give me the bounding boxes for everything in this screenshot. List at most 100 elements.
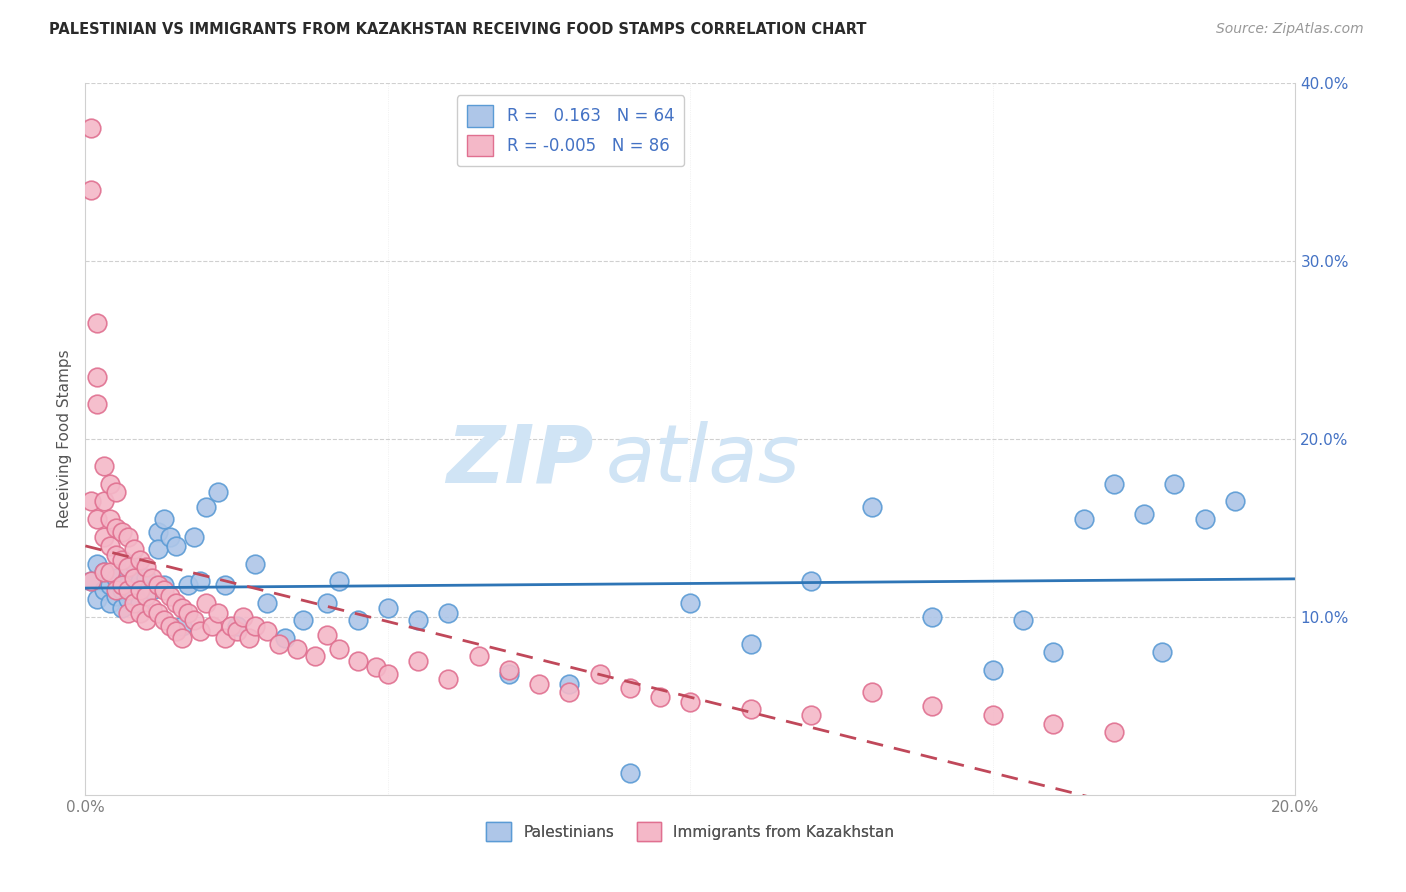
Point xyxy=(117,530,139,544)
Point xyxy=(117,583,139,598)
Point xyxy=(183,530,205,544)
Point xyxy=(1012,614,1035,628)
Point xyxy=(981,663,1004,677)
Point xyxy=(285,641,308,656)
Point xyxy=(740,702,762,716)
Point xyxy=(122,596,145,610)
Point xyxy=(650,690,672,704)
Point xyxy=(860,684,883,698)
Point xyxy=(214,578,236,592)
Point xyxy=(153,578,176,592)
Point xyxy=(1223,494,1246,508)
Point xyxy=(177,607,200,621)
Point xyxy=(377,601,399,615)
Point xyxy=(98,512,121,526)
Point xyxy=(128,607,150,621)
Point xyxy=(172,619,194,633)
Point xyxy=(225,624,247,639)
Point xyxy=(177,578,200,592)
Point xyxy=(165,596,187,610)
Point xyxy=(346,654,368,668)
Point xyxy=(135,589,157,603)
Point xyxy=(328,574,350,589)
Point xyxy=(141,601,163,615)
Point xyxy=(207,485,229,500)
Text: ZIP: ZIP xyxy=(446,421,593,500)
Point xyxy=(981,707,1004,722)
Point xyxy=(146,542,169,557)
Point xyxy=(80,120,103,135)
Point xyxy=(195,596,218,610)
Point xyxy=(153,614,176,628)
Point xyxy=(98,596,121,610)
Point xyxy=(740,636,762,650)
Point xyxy=(93,566,115,580)
Point xyxy=(558,684,581,698)
Point xyxy=(86,557,108,571)
Point xyxy=(122,571,145,585)
Point xyxy=(93,458,115,473)
Point xyxy=(1194,512,1216,526)
Point xyxy=(558,677,581,691)
Point xyxy=(267,636,290,650)
Point xyxy=(328,641,350,656)
Point xyxy=(921,610,943,624)
Text: atlas: atlas xyxy=(606,421,800,500)
Point xyxy=(104,548,127,562)
Point xyxy=(86,592,108,607)
Point xyxy=(1073,512,1095,526)
Point xyxy=(104,485,127,500)
Point xyxy=(153,583,176,598)
Point xyxy=(498,666,520,681)
Point xyxy=(135,571,157,585)
Point xyxy=(346,614,368,628)
Point xyxy=(1133,507,1156,521)
Point xyxy=(80,574,103,589)
Point xyxy=(214,631,236,645)
Point xyxy=(135,614,157,628)
Point xyxy=(111,553,134,567)
Point xyxy=(146,607,169,621)
Point xyxy=(183,614,205,628)
Point xyxy=(619,681,641,695)
Point xyxy=(93,494,115,508)
Point xyxy=(679,695,702,709)
Point xyxy=(93,566,115,580)
Point xyxy=(159,619,181,633)
Point xyxy=(467,648,489,663)
Point xyxy=(117,592,139,607)
Point xyxy=(146,578,169,592)
Point xyxy=(98,539,121,553)
Point xyxy=(304,648,326,663)
Point xyxy=(860,500,883,514)
Point xyxy=(117,560,139,574)
Point xyxy=(437,672,460,686)
Point xyxy=(141,583,163,598)
Point xyxy=(619,766,641,780)
Point xyxy=(243,619,266,633)
Point xyxy=(122,557,145,571)
Point xyxy=(146,524,169,539)
Point xyxy=(117,607,139,621)
Point xyxy=(364,659,387,673)
Point xyxy=(98,476,121,491)
Point xyxy=(111,578,134,592)
Point xyxy=(195,500,218,514)
Point xyxy=(219,619,242,633)
Point xyxy=(437,607,460,621)
Point xyxy=(122,589,145,603)
Point xyxy=(159,530,181,544)
Point xyxy=(1163,476,1185,491)
Point xyxy=(104,589,127,603)
Point xyxy=(111,583,134,598)
Point xyxy=(225,619,247,633)
Point xyxy=(498,663,520,677)
Point xyxy=(800,574,823,589)
Point xyxy=(93,530,115,544)
Point xyxy=(800,707,823,722)
Point xyxy=(122,542,145,557)
Point xyxy=(172,631,194,645)
Point xyxy=(1102,476,1125,491)
Point xyxy=(135,560,157,574)
Point xyxy=(1102,725,1125,739)
